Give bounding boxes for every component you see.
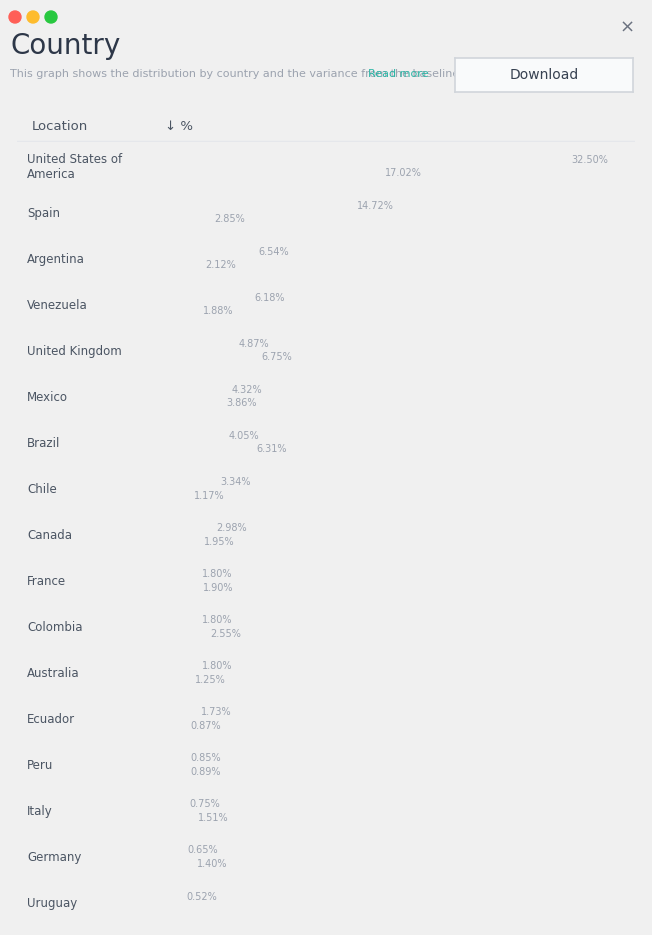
Text: 17.02%: 17.02% [385, 168, 422, 178]
Text: Colombia: Colombia [27, 621, 83, 634]
Text: 1.88%: 1.88% [203, 307, 233, 316]
Text: 1.80%: 1.80% [201, 661, 232, 671]
Text: 1.80%: 1.80% [201, 569, 232, 579]
Text: 14.72%: 14.72% [357, 201, 394, 210]
Text: 0.85%: 0.85% [190, 754, 221, 763]
Circle shape [9, 11, 21, 23]
Text: Read more: Read more [368, 69, 428, 79]
Text: 1.80%: 1.80% [201, 615, 232, 626]
Text: Spain: Spain [27, 207, 60, 220]
Text: 0.75%: 0.75% [189, 799, 220, 810]
Text: 6.31%: 6.31% [256, 444, 286, 454]
Text: 4.87%: 4.87% [239, 338, 269, 349]
Text: Italy: Italy [27, 805, 53, 818]
Text: 3.34%: 3.34% [220, 477, 251, 487]
Text: 1.17%: 1.17% [194, 491, 225, 500]
Circle shape [45, 11, 57, 23]
Text: ↓ %: ↓ % [165, 120, 193, 133]
Text: 6.54%: 6.54% [259, 247, 289, 257]
Text: 1.73%: 1.73% [201, 707, 231, 717]
Text: Location: Location [32, 120, 88, 133]
Text: Mexico: Mexico [27, 391, 68, 404]
Text: Brazil: Brazil [27, 437, 61, 450]
Text: Download: Download [509, 68, 578, 82]
Text: Australia: Australia [27, 668, 80, 680]
Text: Germany: Germany [27, 852, 82, 865]
Text: 4.32%: 4.32% [232, 385, 263, 395]
Text: ×: × [620, 19, 635, 37]
Text: 0.87%: 0.87% [190, 721, 221, 731]
Text: 2.12%: 2.12% [205, 260, 236, 270]
Text: 2.85%: 2.85% [215, 214, 245, 224]
Text: This graph shows the distribution by country and the variance from the baseline.: This graph shows the distribution by cou… [10, 69, 463, 79]
Text: Chile: Chile [27, 483, 57, 496]
Text: 6.18%: 6.18% [254, 293, 285, 303]
Text: Venezuela: Venezuela [27, 298, 88, 311]
Text: 2.55%: 2.55% [211, 628, 242, 639]
Text: 0.52%: 0.52% [186, 891, 217, 901]
Text: 1.90%: 1.90% [203, 583, 233, 593]
Text: 0.65%: 0.65% [188, 845, 218, 856]
Text: 32.50%: 32.50% [571, 154, 608, 165]
Circle shape [27, 11, 39, 23]
Text: France: France [27, 575, 66, 588]
Text: 1.51%: 1.51% [198, 813, 229, 823]
Text: Canada: Canada [27, 529, 72, 542]
Text: Country: Country [10, 32, 120, 60]
Text: Argentina: Argentina [27, 252, 85, 266]
Text: United Kingdom: United Kingdom [27, 345, 122, 358]
Text: 1.25%: 1.25% [195, 675, 226, 684]
Text: Peru: Peru [27, 759, 53, 772]
Text: 0.89%: 0.89% [191, 767, 221, 777]
Text: United States of
America: United States of America [27, 153, 122, 181]
Text: 6.75%: 6.75% [261, 352, 292, 363]
Text: Uruguay: Uruguay [27, 898, 77, 911]
Text: 4.05%: 4.05% [229, 431, 259, 441]
Text: 1.95%: 1.95% [203, 537, 234, 547]
Text: 2.98%: 2.98% [216, 523, 246, 533]
Text: 3.86%: 3.86% [226, 398, 257, 409]
Text: 1.40%: 1.40% [197, 859, 228, 869]
Text: Ecuador: Ecuador [27, 713, 75, 726]
